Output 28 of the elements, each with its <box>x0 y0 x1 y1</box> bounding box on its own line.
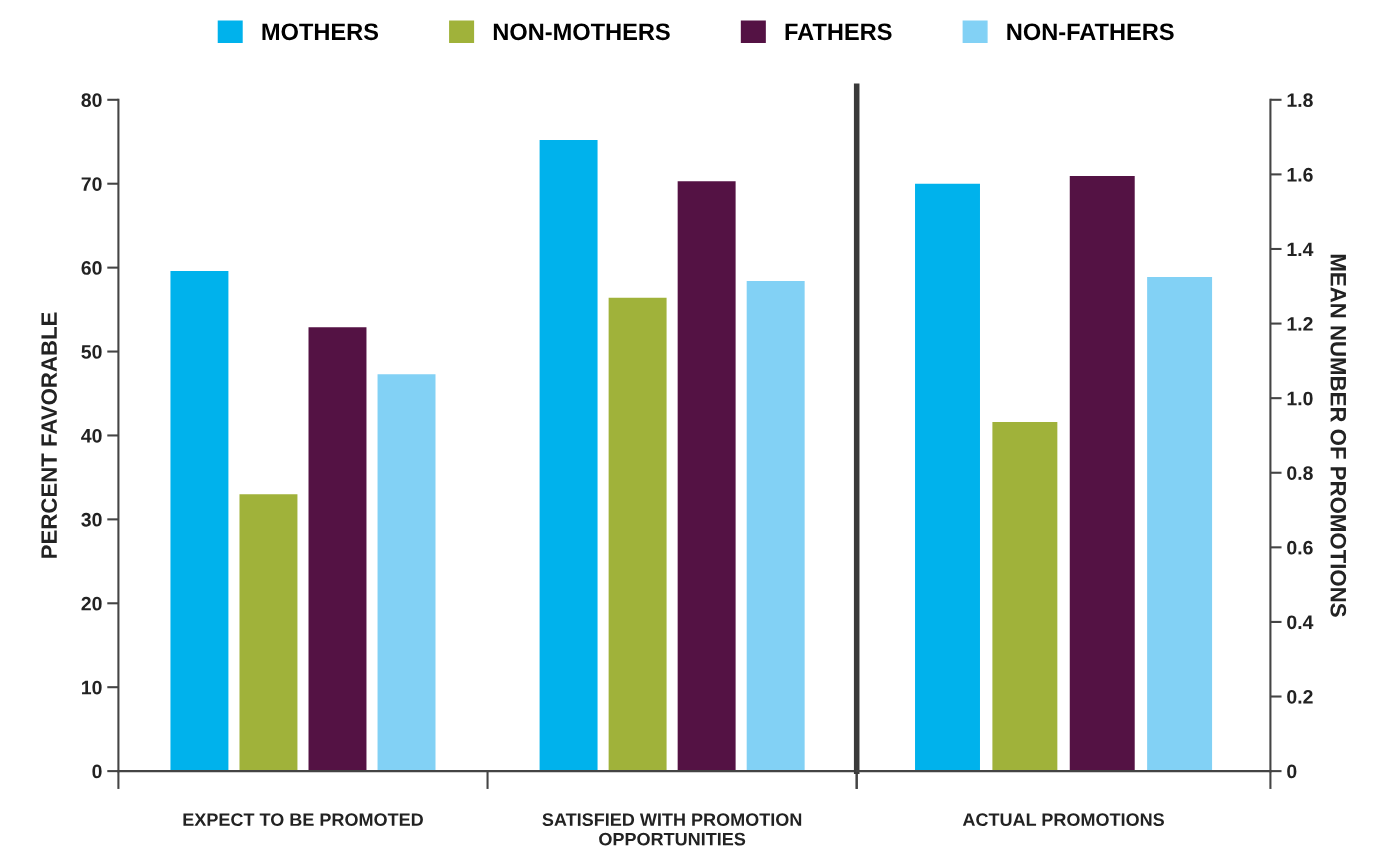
y-tick-label: 40 <box>81 428 102 443</box>
y-tick-label: 0 <box>1287 764 1297 779</box>
y-tick-label: 0 <box>92 764 102 779</box>
y-tick-label: 0.6 <box>1287 540 1313 555</box>
y-tick-label: 70 <box>81 177 102 191</box>
y-tick-label: 50 <box>81 345 102 359</box>
legend-label: FATHERS <box>785 23 892 41</box>
y-tick-label: 0.4 <box>1287 615 1314 630</box>
y-tick-label: 1.8 <box>1287 93 1313 108</box>
y-tick-label: 0.8 <box>1287 466 1313 480</box>
y-axis-title: PERCENT FAVORABLE <box>41 312 57 558</box>
y-tick-label: 80 <box>81 93 102 108</box>
x-tick-label: EXPECT TO BE PROMOTED <box>183 813 423 827</box>
x-tick-label: ACTUAL PROMOTIONS <box>962 813 1164 827</box>
legend-label: NON-FATHERS <box>1007 23 1174 41</box>
y-tick-label: 0.2 <box>1287 689 1313 704</box>
legend-label: NON-MOTHERS <box>493 23 670 41</box>
y-tick-label: 1.2 <box>1287 317 1313 331</box>
y-tick-label: 1.0 <box>1287 391 1313 406</box>
y-tick-label: 20 <box>81 596 102 611</box>
x-tick-label: SATISFIED WITH PROMOTION OPPORTUNITIES <box>542 813 802 846</box>
y-tick-label: 1.6 <box>1287 167 1313 182</box>
y-axis-title: MEAN NUMBER OF PROMOTIONS <box>1330 254 1347 617</box>
y-tick-label: 30 <box>81 512 102 527</box>
y-tick-label: 1.4 <box>1287 242 1314 257</box>
y-tick-label: 10 <box>82 680 102 695</box>
y-tick-label: 60 <box>81 261 102 275</box>
legend-label: MOTHERS <box>262 23 379 41</box>
